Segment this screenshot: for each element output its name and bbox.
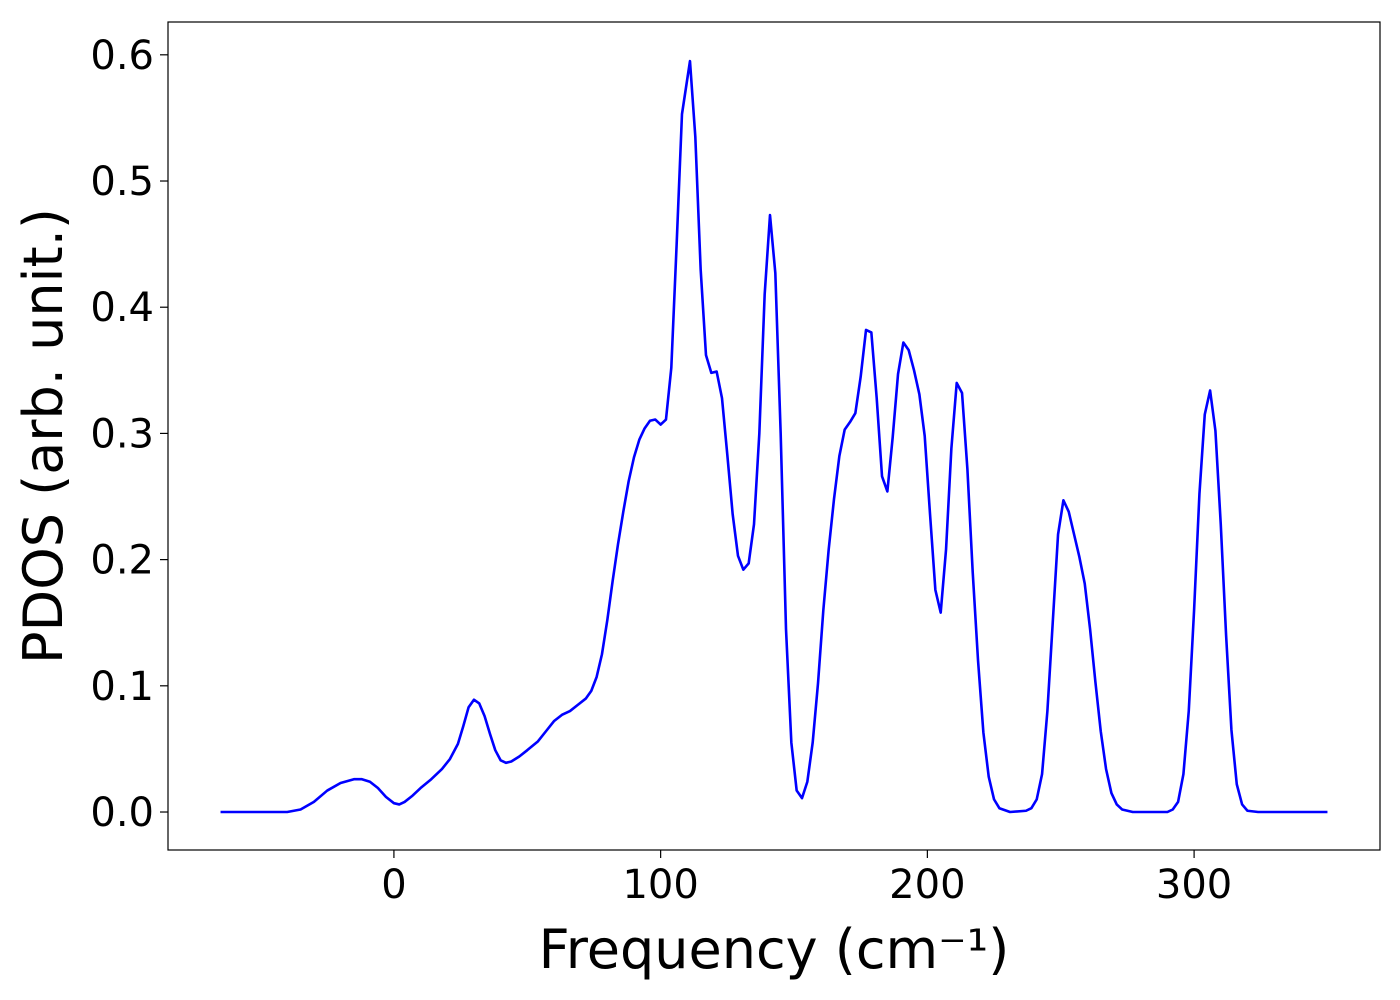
y-tick-label: 0.0 bbox=[90, 790, 154, 836]
y-tick-label: 0.3 bbox=[90, 411, 154, 457]
data-line bbox=[220, 59, 1328, 814]
y-tick-label: 0.2 bbox=[90, 538, 154, 584]
x-tick-label: 300 bbox=[1156, 862, 1232, 908]
y-tick-label: 0.4 bbox=[90, 285, 154, 331]
x-tick-label: 200 bbox=[889, 862, 965, 908]
y-tick-label: 0.6 bbox=[90, 33, 154, 79]
x-tick-label: 100 bbox=[622, 862, 698, 908]
y-axis-label: PDOS (arb. unit.) bbox=[12, 208, 75, 664]
plot-frame bbox=[167, 21, 1381, 851]
y-tick-label: 0.1 bbox=[90, 664, 154, 710]
x-axis-label: Frequency (cm⁻¹) bbox=[539, 918, 1010, 981]
x-tick-label: 0 bbox=[381, 862, 406, 908]
y-tick-label: 0.5 bbox=[90, 159, 154, 205]
